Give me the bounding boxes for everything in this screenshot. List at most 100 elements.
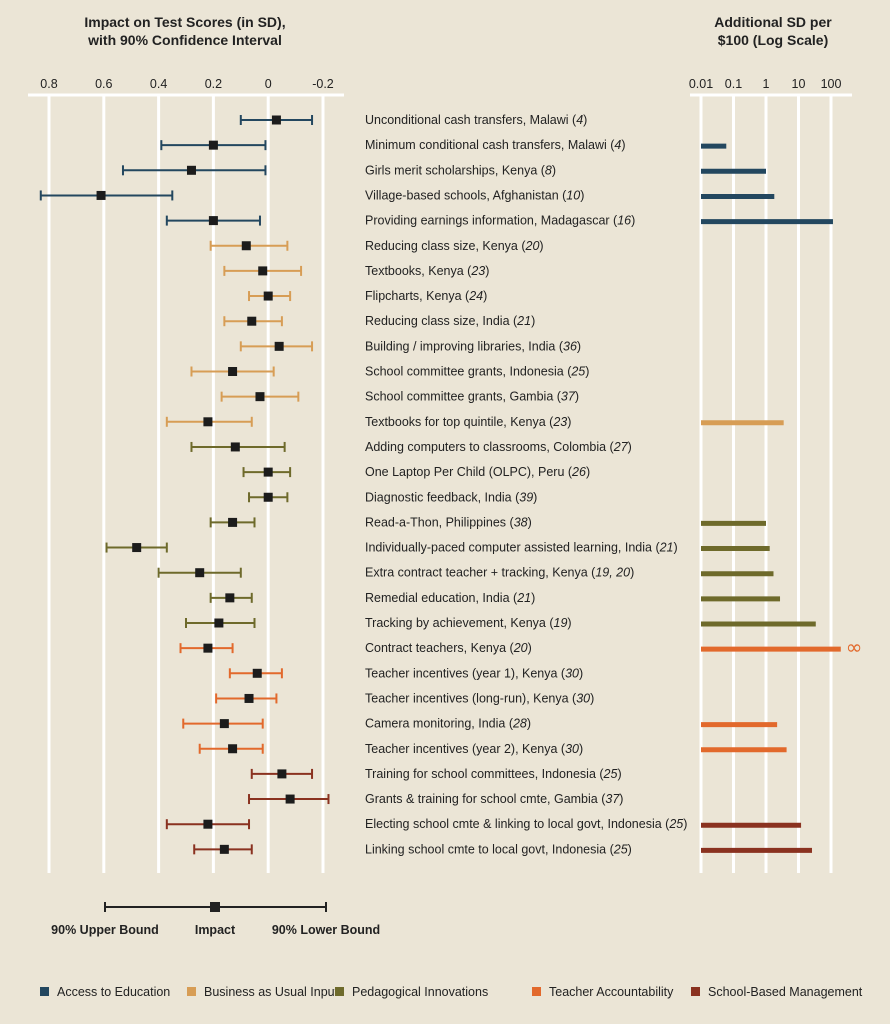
- program-row: School committee grants, Gambia (37): [220, 390, 579, 404]
- legend-item: Pedagogical Innovations: [335, 985, 488, 999]
- program-label: Village-based schools, Afghanistan (10): [365, 188, 584, 202]
- program-label: Contract teachers, Kenya (20): [365, 641, 532, 655]
- program-ref-close: ): [683, 817, 687, 831]
- program-label: Linking school cmte to local govt, Indon…: [365, 842, 632, 856]
- program-row: Linking school cmte to local govt, Indon…: [193, 842, 812, 856]
- program-name: School committee grants, Gambia (: [365, 390, 562, 404]
- program-ref: 36: [563, 339, 577, 353]
- program-ref-close: ): [575, 390, 579, 404]
- program-ref: 37: [561, 390, 576, 404]
- program-row: Training for school committees, Indonesi…: [250, 767, 622, 781]
- program-ref: 37: [605, 792, 620, 806]
- program-ref: 27: [613, 440, 629, 454]
- program-ref-close: ): [580, 188, 584, 202]
- program-name: One Laptop Per Child (OLPC), Peru (: [365, 465, 573, 479]
- impact-point: [195, 568, 205, 578]
- program-row: Village-based schools, Afghanistan (10): [39, 188, 775, 202]
- program-row: Adding computers to classrooms, Colombia…: [190, 440, 632, 454]
- program-label: Reducing class size, India (21): [365, 314, 535, 328]
- program-ref-close: ): [528, 641, 532, 655]
- program-ref-close: ): [628, 842, 632, 856]
- program-ref: 21: [516, 314, 531, 328]
- program-label: Remedial education, India (21): [365, 591, 535, 605]
- program-row: Diagnostic feedback, India (39): [248, 490, 537, 504]
- program-ref: 38: [514, 515, 528, 529]
- program-label: Teacher incentives (long-run), Kenya (30…: [365, 691, 594, 705]
- program-label: Reducing class size, Kenya (20): [365, 239, 544, 253]
- impact-point: [228, 744, 238, 754]
- program-row: School committee grants, Indonesia (25): [190, 365, 589, 379]
- left-grid: 0.8 0.6 0.4 0.2 0 -0.2: [28, 77, 344, 873]
- program-row: Electing school cmte & linking to local …: [165, 817, 802, 831]
- impact-point: [241, 241, 251, 251]
- legend-swatch: [532, 987, 541, 996]
- infinity-symbol: ∞: [846, 635, 863, 659]
- impact-point: [258, 266, 268, 276]
- program-ref: 4: [614, 138, 621, 152]
- program-label: Training for school committees, Indonesi…: [365, 767, 622, 781]
- program-label: Textbooks for top quintile, Kenya (23): [365, 415, 571, 429]
- program-ref-close: ): [567, 415, 571, 429]
- program-label: Camera monitoring, India (28): [365, 717, 531, 731]
- impact-point: [274, 341, 284, 351]
- program-label: Textbooks, Kenya (23): [365, 264, 489, 278]
- program-name: Teacher incentives (year 2), Kenya (: [365, 742, 566, 756]
- program-row: One Laptop Per Child (OLPC), Peru (26): [242, 465, 590, 479]
- program-name: Training for school committees, Indonesi…: [365, 767, 604, 781]
- impact-point: [96, 190, 106, 200]
- program-ref: 21: [659, 541, 674, 555]
- legend-label: Access to Education: [57, 985, 170, 999]
- program-ref: 19: [554, 616, 568, 630]
- program-row: Minimum conditional cash transfers, Mala…: [160, 138, 727, 152]
- program-row: Read-a-Thon, Philippines (38): [209, 515, 766, 529]
- impact-point: [203, 643, 213, 653]
- left-tick-label: 0: [265, 77, 272, 91]
- legend-item: Teacher Accountability: [532, 985, 674, 999]
- legend-item: School-Based Management: [691, 985, 863, 999]
- program-name: Diagnostic feedback, India (: [365, 490, 520, 504]
- program-row: Reducing class size, India (21): [223, 314, 535, 328]
- left-title-line-2: with 90% Confidence Interval: [87, 32, 282, 48]
- impact-point: [277, 769, 287, 779]
- program-ref: 25: [570, 365, 585, 379]
- legend-label: Pedagogical Innovations: [352, 985, 488, 999]
- program-ref-close: ): [531, 314, 535, 328]
- impact-point: [203, 417, 213, 427]
- program-ref: 21: [516, 591, 531, 605]
- impact-point: [230, 442, 240, 452]
- impact-point: [186, 165, 196, 175]
- impact-point: [203, 819, 213, 829]
- program-label: Tracking by achievement, Kenya (19): [365, 616, 572, 630]
- program-ref-close: ): [585, 365, 589, 379]
- program-name: Adding computers to classrooms, Colombia…: [365, 440, 615, 454]
- program-name: Girls merit scholarships, Kenya (: [365, 163, 546, 177]
- right-title-line-1: Additional SD per: [714, 14, 832, 30]
- program-ref-close: ): [577, 339, 581, 353]
- program-row: Grants & training for school cmte, Gambi…: [248, 792, 623, 806]
- program-row: Camera monitoring, India (28): [182, 717, 778, 731]
- program-ref-close: ): [528, 515, 532, 529]
- program-name: Reducing class size, Kenya (: [365, 239, 526, 253]
- right-tick-label: 100: [821, 77, 842, 91]
- program-label: School committee grants, Indonesia (25): [365, 365, 589, 379]
- left-tick-label: 0.8: [40, 77, 57, 91]
- program-name: Teacher incentives (long-run), Kenya (: [365, 691, 577, 705]
- legend-item: Business as Usual Inputs: [187, 985, 344, 999]
- program-row: Textbooks for top quintile, Kenya (23): [165, 415, 784, 429]
- program-ref: 24: [468, 289, 483, 303]
- key-upper-label: 90% Upper Bound: [51, 923, 159, 937]
- program-label: Individually-paced computer assisted lea…: [365, 541, 678, 555]
- program-label: Read-a-Thon, Philippines (38): [365, 515, 532, 529]
- program-ref-close: ): [579, 666, 583, 680]
- program-label: Extra contract teacher + tracking, Kenya…: [365, 566, 634, 580]
- program-ref: 26: [571, 465, 586, 479]
- impact-point: [285, 794, 295, 804]
- program-label: Unconditional cash transfers, Malawi (4): [365, 113, 587, 127]
- legend-label: Teacher Accountability: [549, 985, 674, 999]
- impact-point: [244, 693, 254, 703]
- program-ref: 10: [566, 188, 580, 202]
- program-ref-close: ): [674, 541, 678, 555]
- program-label: Electing school cmte & linking to local …: [365, 817, 687, 831]
- program-ref-close: ): [621, 138, 625, 152]
- impact-point: [247, 316, 257, 326]
